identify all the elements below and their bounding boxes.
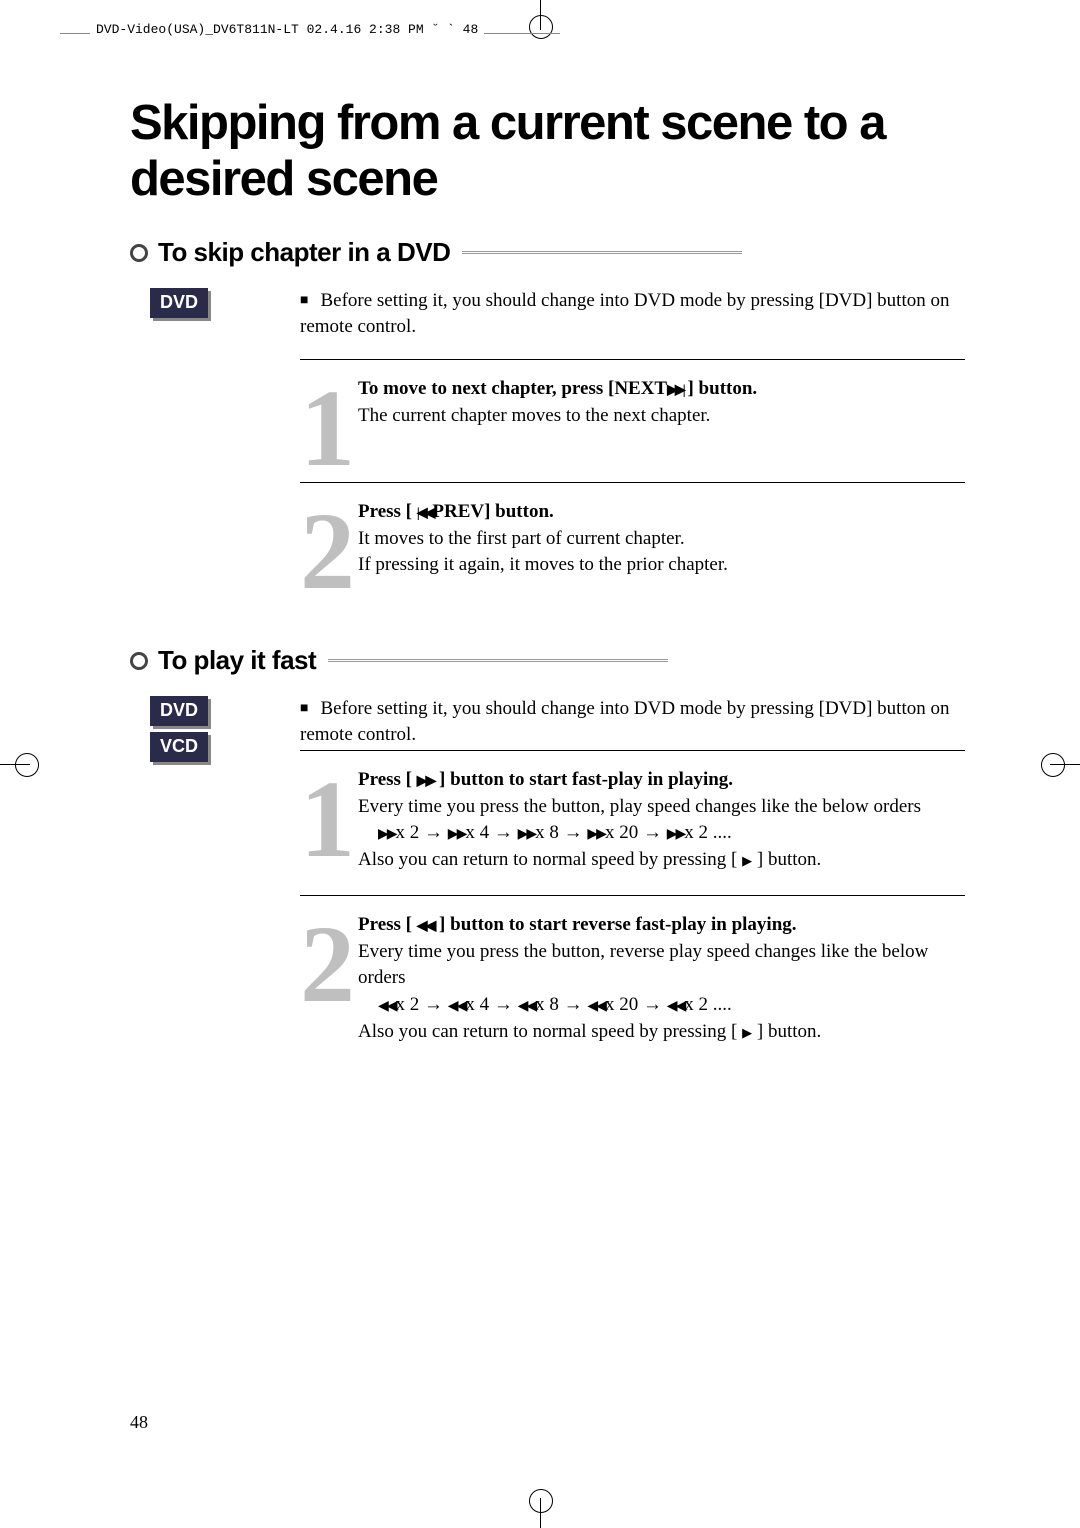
prev-chapter-icon xyxy=(417,501,433,522)
step-bold-a: Press [ xyxy=(358,769,417,790)
speed-sequence: x 2 x 4 x 8 x 20 x 2 .... xyxy=(378,994,732,1015)
intro-body: Before setting it, you should change int… xyxy=(300,698,950,745)
speed-val: x 4 xyxy=(465,822,489,843)
intro-column: ■Before setting it, you should change in… xyxy=(300,696,965,755)
step-line: Every time you press the button, reverse… xyxy=(358,941,928,989)
step-footer-b: ] button. xyxy=(752,849,821,870)
play-icon xyxy=(742,849,752,870)
crop-mark-right-icon xyxy=(1030,749,1080,779)
rewind-icon xyxy=(667,994,685,1015)
step-number: 2 xyxy=(300,507,358,595)
step-bold-b: ] button to start reverse fast-play in p… xyxy=(434,914,796,935)
step-bold-b: ] button to start fast-play in playing. xyxy=(434,769,733,790)
arrow-icon xyxy=(638,994,667,1015)
step-body: To move to next chapter, press [NEXT ] b… xyxy=(358,374,965,472)
play-icon xyxy=(742,1021,752,1042)
step-footer-a: Also you can return to normal speed by p… xyxy=(358,1021,742,1042)
divider xyxy=(300,359,965,360)
step-row: 1 To move to next chapter, press [NEXT ]… xyxy=(300,374,965,472)
fast-forward-icon xyxy=(378,822,396,843)
step-body: Press [ ] button to start reverse fast-p… xyxy=(358,910,965,1045)
dvd-badge: DVD xyxy=(150,288,208,318)
step-row: 1 Press [ ] button to start fast-play in… xyxy=(300,765,965,885)
section-heading: To skip chapter in a DVD xyxy=(130,237,965,268)
speed-val: x 2 .... xyxy=(684,822,732,843)
arrow-icon xyxy=(489,994,518,1015)
step-row: 2 Press [ PREV] button. It moves to the … xyxy=(300,497,965,595)
arrow-icon xyxy=(638,822,667,843)
step-line: Every time you press the button, play sp… xyxy=(358,796,921,817)
speed-val: x 4 xyxy=(465,994,489,1015)
circle-bullet-icon xyxy=(130,244,148,262)
page-title: Skipping from a current scene to a desir… xyxy=(130,95,965,207)
speed-val: x 8 xyxy=(535,994,559,1015)
speed-val: x 8 xyxy=(535,822,559,843)
section-intro-row: DVD VCD ■Before setting it, you should c… xyxy=(130,696,965,768)
page-content: Skipping from a current scene to a desir… xyxy=(130,95,965,1055)
section-intro-row: DVD ■Before setting it, you should chang… xyxy=(130,288,965,347)
rewind-icon xyxy=(448,994,466,1015)
square-bullet-icon: ■ xyxy=(300,293,308,308)
rewind-icon xyxy=(378,994,396,1015)
crop-mark-left-icon xyxy=(0,749,50,779)
step-number: 1 xyxy=(300,775,358,885)
step-line: If pressing it again, it moves to the pr… xyxy=(358,554,728,575)
intro-body: Before setting it, you should change int… xyxy=(300,290,950,337)
intro-column: ■Before setting it, you should change in… xyxy=(300,288,965,347)
step-number: 2 xyxy=(300,920,358,1045)
page-number: 48 xyxy=(130,1412,148,1433)
arrow-icon xyxy=(489,822,518,843)
step-footer-a: Also you can return to normal speed by p… xyxy=(358,849,742,870)
speed-val: x 2 .... xyxy=(684,994,732,1015)
print-header-stamp: DVD-Video(USA)_DV6T811N-LT 02.4.16 2:38 … xyxy=(90,22,484,37)
fast-forward-icon xyxy=(448,822,466,843)
step-body: Press [ PREV] button. It moves to the fi… xyxy=(358,497,965,595)
arrow-icon xyxy=(419,994,448,1015)
step-line: It moves to the first part of current ch… xyxy=(358,528,685,549)
step-bold-b: ] button. xyxy=(683,378,757,399)
speed-sequence: x 2 x 4 x 8 x 20 x 2 .... xyxy=(378,822,732,843)
crop-mark-bottom-icon xyxy=(525,1478,555,1528)
step-bold-a: Press [ xyxy=(358,501,417,522)
speed-val: x 2 xyxy=(396,994,420,1015)
step-row: 2 Press [ ] button to start reverse fast… xyxy=(300,910,965,1045)
step-bold-a: To move to next chapter, press [NEXT xyxy=(358,378,667,399)
section-title: To skip chapter in a DVD xyxy=(158,237,450,268)
section-title: To play it fast xyxy=(158,645,316,676)
arrow-icon xyxy=(419,822,448,843)
vcd-badge: VCD xyxy=(150,732,208,762)
step-line: The current chapter moves to the next ch… xyxy=(358,405,710,426)
dvd-badge: DVD xyxy=(150,696,208,726)
fast-forward-icon xyxy=(518,822,536,843)
step-footer-b: ] button. xyxy=(752,1021,821,1042)
badges-column: DVD xyxy=(130,288,300,324)
section-heading: To play it fast xyxy=(130,645,965,676)
divider xyxy=(300,482,965,483)
badges-column: DVD VCD xyxy=(130,696,300,768)
square-bullet-icon: ■ xyxy=(300,701,308,716)
speed-val: x 20 xyxy=(605,994,638,1015)
step-number: 1 xyxy=(300,384,358,472)
step-bold-a: Press [ xyxy=(358,914,417,935)
arrow-icon xyxy=(559,822,588,843)
crop-mark-top-icon xyxy=(525,0,555,50)
rewind-icon xyxy=(518,994,536,1015)
intro-text: ■Before setting it, you should change in… xyxy=(300,696,965,747)
fast-forward-icon xyxy=(667,822,685,843)
rewind-icon xyxy=(587,994,605,1015)
speed-val: x 20 xyxy=(605,822,638,843)
speed-val: x 2 xyxy=(396,822,420,843)
arrow-icon xyxy=(559,994,588,1015)
heading-rule xyxy=(462,251,742,255)
next-chapter-icon xyxy=(667,378,683,399)
divider xyxy=(300,895,965,896)
circle-bullet-icon xyxy=(130,652,148,670)
step-bold-b: PREV] button. xyxy=(432,501,553,522)
fast-forward-icon xyxy=(587,822,605,843)
rewind-icon xyxy=(417,914,435,935)
heading-rule xyxy=(328,659,668,663)
step-body: Press [ ] button to start fast-play in p… xyxy=(358,765,965,885)
fast-forward-icon xyxy=(417,769,435,790)
intro-text: ■Before setting it, you should change in… xyxy=(300,288,965,339)
